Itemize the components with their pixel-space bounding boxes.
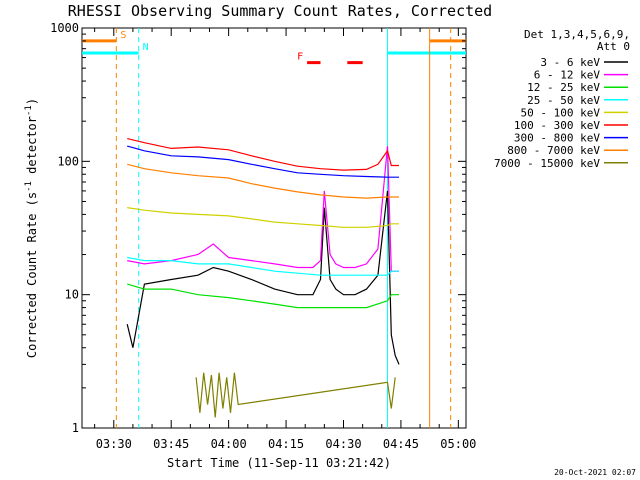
series-line-6	[127, 145, 399, 178]
y-tick-label-3: 1000	[50, 21, 79, 35]
series-line-8	[195, 372, 396, 418]
y-tick-label-1: 10	[65, 288, 79, 302]
vertical-markers	[115, 28, 452, 428]
legend-entry-4: 50 - 100 keV	[521, 106, 601, 119]
x-tick-label-2: 04:00	[211, 437, 247, 451]
flag-label-N: N	[143, 42, 149, 53]
x-tick-label-1: 03:45	[153, 437, 189, 451]
flag-label-F: F	[297, 52, 303, 63]
series-line-7	[127, 163, 399, 199]
legend-header-1: Att 0	[597, 40, 630, 53]
legend-entry-2: 12 - 25 keV	[527, 81, 600, 94]
x-tick-label-6: 05:00	[440, 437, 476, 451]
series-line-5	[127, 138, 399, 171]
flags-layer: S N F	[82, 30, 466, 65]
series-line-2	[127, 283, 399, 309]
legend-entry-1: 6 - 12 keV	[534, 69, 601, 82]
legend-entry-6: 300 - 800 keV	[514, 132, 600, 145]
x-tick-label-3: 04:15	[268, 437, 304, 451]
y-tick-label-0: 1	[72, 421, 79, 435]
legend-entry-8: 7000 - 15000 keV	[494, 157, 600, 170]
legend-entry-5: 100 - 300 keV	[514, 119, 600, 132]
series-layer	[126, 138, 400, 418]
legend-entry-0: 3 - 6 keV	[540, 56, 600, 69]
series-line-1	[127, 146, 399, 272]
plot-timestamp: 20-Oct-2021 02:07	[554, 468, 636, 477]
legend-header-0: Det 1,3,4,5,6,9,	[524, 28, 630, 41]
x-tick-label-4: 04:30	[325, 437, 361, 451]
y-axis-label: Corrected Count Rate (s-1 detector-1)	[24, 98, 39, 358]
series-line-0	[126, 190, 400, 365]
y-tick-label-2: 100	[57, 154, 79, 168]
chart-title: RHESSI Observing Summary Count Rates, Co…	[68, 2, 492, 20]
x-tick-label-0: 03:30	[96, 437, 132, 451]
x-axis-label: Start Time (11-Sep-11 03:21:42)	[167, 456, 391, 470]
series-line-4	[127, 207, 399, 228]
legend-entry-3: 25 - 50 keV	[527, 94, 600, 107]
x-tick-label-5: 04:45	[383, 437, 419, 451]
plot-frame	[81, 27, 467, 429]
flag-label-S: S	[120, 30, 126, 41]
legend-entry-7: 800 - 7000 keV	[507, 144, 600, 157]
plot-border	[81, 27, 467, 429]
axes-layer: 1 10 100 1000 03:30 03:45 04:00 04:15 04:30 04:45…	[50, 21, 476, 451]
series-line-3	[127, 256, 399, 276]
